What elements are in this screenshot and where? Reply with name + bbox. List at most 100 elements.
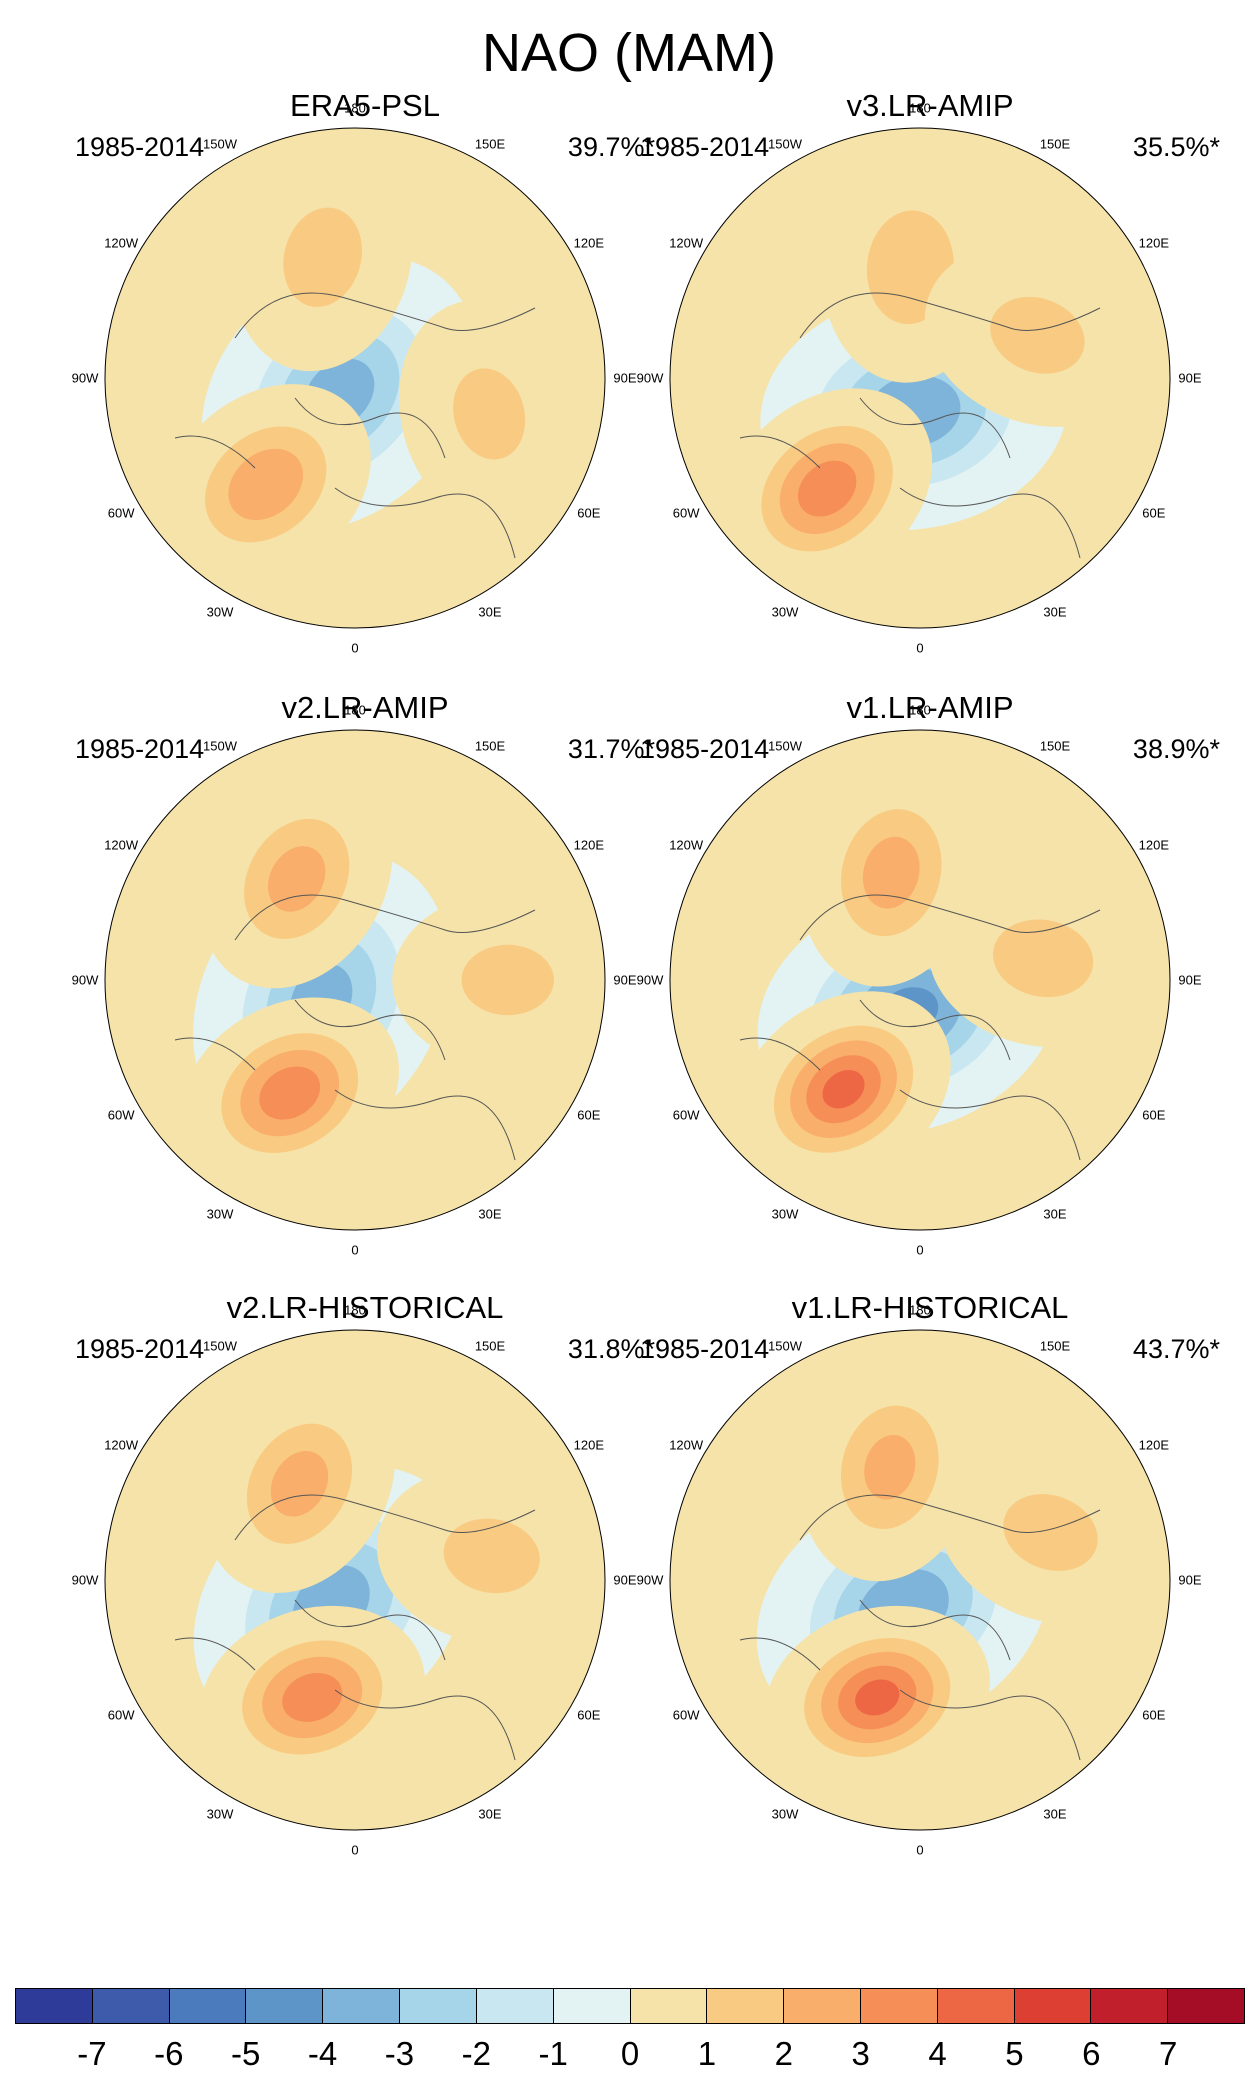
longitude-label: 90E [1178,1572,1202,1588]
high-pressure-contour [864,1434,916,1500]
colorbar-swatch [246,1989,324,2023]
longitude-label: 180 [344,100,366,116]
colorbar-tick-label: 3 [851,2035,870,2072]
longitude-label: 0 [351,1242,359,1258]
colorbar-tick-label: 5 [1005,2035,1024,2072]
longitude-label: 90W [636,370,664,386]
colorbar-swatch [553,1989,631,2023]
colorbar-tick-label: -6 [154,2035,184,2072]
longitude-label: 30W [771,1806,799,1822]
longitude-label: 30E [1043,1806,1067,1822]
high-pressure-contour [822,1070,865,1109]
polar-map [104,729,606,1231]
high-pressure-contour [270,1450,329,1517]
high-pressure-contour [443,1518,540,1594]
longitude-label: 60E [1142,505,1166,521]
colorbar-tick-label: 1 [697,2035,717,2072]
figure-title: NAO (MAM) [482,23,776,83]
colorbar-swatch [860,1989,938,2023]
longitude-label: 180 [909,702,931,718]
coastline [739,292,1101,559]
longitude-label: 90E [613,370,637,386]
longitude-label: 90W [636,972,664,988]
longitude-label: 90E [1178,972,1202,988]
polar-map [104,1329,606,1831]
panel-title: v3.LR-AMIP [846,88,1014,123]
period-label: 1985-2014 [640,734,770,764]
high-pressure-contour [453,368,526,460]
polar-map [669,127,1171,629]
longitude-label: 60W [672,1707,700,1723]
coastline [174,292,536,559]
longitude-label: 60W [107,505,135,521]
longitude-label: 90W [71,1572,99,1588]
colorbar-swatch [784,1989,861,2023]
map-border [669,729,1171,1231]
explained-variance: 31.7%* [567,734,655,764]
high-pressure-contour [855,1679,900,1716]
longitude-label: 30W [206,1806,234,1822]
colorbar-swatch [16,1989,93,2023]
longitude-label: 0 [916,640,924,656]
colorbar-swatch [92,1989,170,2023]
polar-map [669,729,1171,1231]
colorbar-swatch [630,1989,708,2023]
longitude-label: 120W [669,1437,704,1453]
longitude-label: 90E [613,1572,637,1588]
longitude-label: 120E [573,1437,604,1453]
longitude-label: 30E [478,1806,502,1822]
map-border [104,127,606,629]
longitude-label: 120W [669,235,704,251]
longitude-label: 120E [1138,837,1169,853]
longitude-label: 150E [1039,136,1071,152]
map-border [669,127,1171,629]
panel-title: v1.LR-HISTORICAL [791,1290,1069,1325]
longitude-label: 150E [474,136,506,152]
longitude-label: 90E [1178,370,1202,386]
colorbar-swatch [1091,1989,1169,2023]
panel-title: v1.LR-AMIP [846,690,1014,725]
high-pressure-contour [283,207,362,307]
longitude-label: 30W [771,1206,799,1222]
longitude-label: 90W [71,972,99,988]
longitude-label: 120W [669,837,704,853]
high-pressure-contour [461,944,554,1016]
longitude-label: 180 [344,1302,366,1318]
longitude-label: 180 [909,100,931,116]
longitude-label: 150E [474,738,506,754]
longitude-label: 150E [1039,738,1071,754]
high-pressure-contour [282,1673,343,1722]
colorbar-swatch [476,1989,554,2023]
longitude-label: 120E [1138,235,1169,251]
longitude-label: 30E [478,1206,502,1222]
coastline [174,894,536,1161]
longitude-label: 180 [909,1302,931,1318]
colorbar-tick-label: -3 [384,2035,415,2072]
longitude-label: 60E [577,1707,601,1723]
colorbar-swatch [169,1989,247,2023]
longitude-label: 30E [1043,604,1067,620]
period-label: 1985-2014 [640,1334,770,1364]
high-pressure-contour [259,1066,321,1120]
colorbar-tick-label: -1 [538,2035,568,2072]
longitude-label: 0 [916,1842,924,1858]
longitude-label: 30W [771,604,799,620]
colorbar-swatch [707,1989,785,2023]
longitude-label: 60W [672,505,700,521]
longitude-label: 180 [344,702,366,718]
longitude-label: 60E [577,505,601,521]
map-border [104,1329,606,1831]
panel-title: ERA5-PSL [290,88,440,123]
longitude-label: 150W [768,738,802,754]
colorbar-tick-label: 2 [774,2035,793,2072]
longitude-label: 120W [104,837,139,853]
map-border [669,1329,1171,1831]
map-panel: v2.LR-HISTORICAL 1985-2014 31.8%* 180 150E 12… [71,1290,655,1890]
longitude-label: 30E [478,604,502,620]
longitude-label: 30W [206,604,234,620]
period-label: 1985-2014 [640,132,770,162]
colorbar-swatch [937,1989,1015,2023]
longitude-label: 120E [573,837,604,853]
colorbar-swatch [323,1989,401,2023]
colorbar-tick-label: 6 [1082,2035,1101,2072]
